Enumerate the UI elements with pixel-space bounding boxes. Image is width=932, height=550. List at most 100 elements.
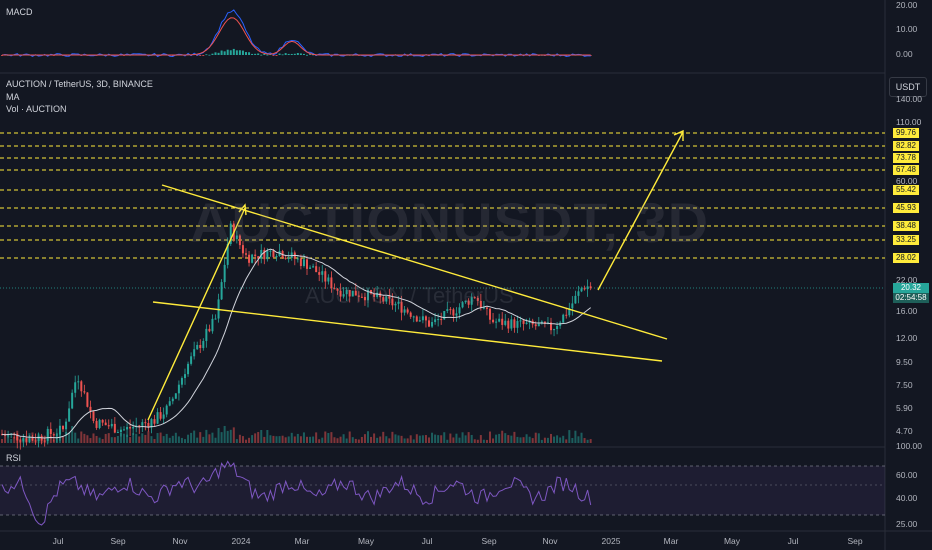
macd-histogram-bar bbox=[223, 51, 226, 55]
volume-bar bbox=[513, 431, 516, 443]
candle-body bbox=[272, 250, 275, 258]
rsi-title: RSI bbox=[6, 453, 22, 463]
candle-body bbox=[321, 271, 324, 275]
volume-bar bbox=[476, 439, 479, 443]
volume-bar bbox=[235, 439, 238, 443]
candle-body bbox=[516, 321, 519, 328]
volume-bar bbox=[180, 437, 183, 443]
volume-bar bbox=[83, 433, 86, 443]
candle-body bbox=[458, 307, 461, 314]
volume-bar bbox=[37, 433, 40, 443]
volume-bar bbox=[516, 436, 519, 443]
candle-body bbox=[257, 256, 260, 259]
macd-histogram-bar bbox=[220, 50, 223, 55]
volume-bar bbox=[562, 435, 565, 443]
macd-histogram-bar bbox=[229, 50, 232, 55]
volume-bar bbox=[25, 437, 28, 443]
candle-body bbox=[241, 245, 244, 254]
volume-bar bbox=[22, 437, 25, 443]
candle-body bbox=[376, 292, 379, 297]
candle-body bbox=[196, 344, 199, 350]
time-axis-tick: Jul bbox=[52, 536, 64, 546]
candle-body bbox=[492, 319, 495, 323]
volume-bar bbox=[287, 436, 290, 443]
volume-bar bbox=[479, 435, 482, 443]
volume-bar bbox=[7, 434, 10, 443]
volume-bar bbox=[266, 429, 269, 443]
candle-body bbox=[394, 303, 397, 306]
volume-bar bbox=[546, 437, 549, 443]
candle-body bbox=[403, 309, 406, 313]
volume-bar bbox=[174, 432, 177, 443]
candle-body bbox=[202, 340, 205, 349]
volume-bar bbox=[452, 437, 455, 443]
volume-bar bbox=[284, 437, 287, 443]
price-axis-tick: 140.00 bbox=[896, 94, 922, 104]
volume-bar bbox=[586, 439, 589, 443]
candle-body bbox=[354, 290, 357, 296]
volume-bar bbox=[199, 432, 202, 443]
volume-bar bbox=[217, 427, 220, 443]
time-axis-tick: Nov bbox=[172, 536, 188, 546]
volume-bar bbox=[489, 431, 491, 443]
volume-bar bbox=[135, 433, 138, 443]
candle-body bbox=[107, 425, 110, 427]
volume-bar bbox=[257, 432, 260, 443]
volume-bar bbox=[205, 429, 208, 443]
volume-bar bbox=[65, 431, 68, 443]
volume-bar bbox=[507, 435, 510, 443]
candle-body bbox=[370, 289, 373, 294]
candle-body bbox=[525, 322, 528, 324]
candle-body bbox=[226, 244, 229, 265]
volume-bar bbox=[583, 438, 586, 443]
candle-body bbox=[177, 384, 180, 394]
macd-histogram-bar bbox=[299, 53, 302, 55]
candle-body bbox=[318, 272, 321, 275]
volume-bar bbox=[144, 434, 147, 443]
volume-bar bbox=[437, 435, 440, 443]
candle-body bbox=[156, 412, 159, 424]
volume-bar bbox=[132, 433, 135, 443]
level-price-tag: 28.02 bbox=[893, 253, 919, 263]
volume-bar bbox=[202, 436, 205, 443]
macd-histogram-bar bbox=[238, 50, 241, 55]
candle-body bbox=[339, 290, 342, 297]
price-axis-tick: 4.70 bbox=[896, 426, 913, 436]
volume-bar bbox=[187, 434, 190, 443]
candle-body bbox=[52, 434, 55, 436]
macd-histogram-bar bbox=[241, 50, 244, 55]
time-axis-tick: Nov bbox=[542, 536, 558, 546]
level-price-tag: 33.25 bbox=[893, 235, 919, 245]
volume-bar bbox=[193, 430, 196, 443]
candle-body bbox=[235, 235, 238, 240]
ma-indicator-label[interactable]: MA bbox=[6, 92, 20, 102]
macd-signal-line bbox=[2, 17, 591, 56]
volume-bar bbox=[89, 438, 92, 443]
volume-bar bbox=[577, 436, 580, 443]
currency-button[interactable]: USDT bbox=[889, 77, 927, 97]
macd-histogram-bar bbox=[296, 52, 299, 55]
volume-indicator-label[interactable]: Vol · AUCTION bbox=[6, 104, 67, 114]
candle-body bbox=[65, 421, 68, 430]
candle-body bbox=[428, 320, 430, 327]
volume-bar bbox=[190, 432, 193, 443]
price-axis-tick: 5.90 bbox=[896, 403, 913, 413]
volume-bar bbox=[379, 436, 382, 443]
volume-bar bbox=[373, 433, 376, 443]
candle-body bbox=[153, 419, 156, 424]
macd-histogram-bar bbox=[208, 54, 211, 56]
volume-bar bbox=[351, 437, 354, 443]
candle-body bbox=[412, 316, 415, 318]
macd-axis-tick: 20.00 bbox=[896, 0, 918, 10]
macd-histogram-bar bbox=[272, 55, 275, 56]
macd-histogram-bar bbox=[248, 52, 251, 55]
volume-bar bbox=[119, 432, 122, 443]
volume-bar bbox=[150, 436, 153, 443]
volume-bar bbox=[113, 437, 116, 443]
volume-bar bbox=[556, 435, 559, 443]
level-price-tag: 67.48 bbox=[893, 165, 919, 175]
volume-bar bbox=[504, 433, 507, 443]
volume-bar bbox=[104, 433, 107, 443]
candle-body bbox=[248, 254, 251, 263]
